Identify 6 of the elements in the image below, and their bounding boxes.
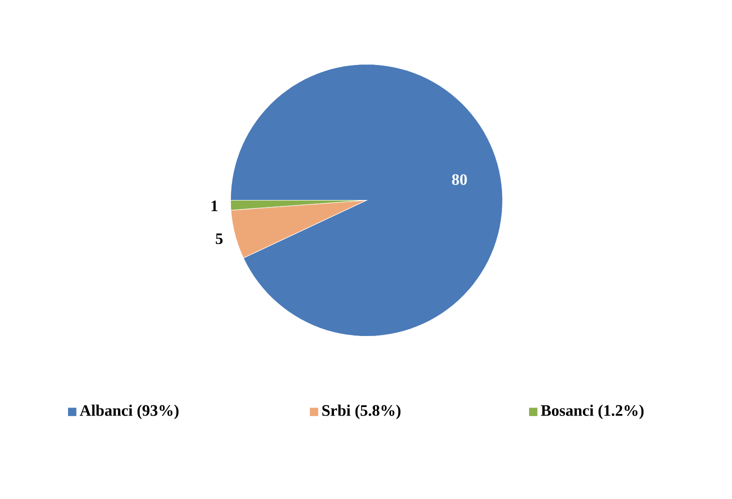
data-label: 80 <box>452 174 467 186</box>
legend-label: Srbi (5.8%) <box>322 404 400 420</box>
data-label: 5 <box>216 234 223 244</box>
legend-label: Albanci (93%) <box>80 404 179 420</box>
data-label: 1 <box>212 200 218 212</box>
legend-label: Bosanci (1.2%) <box>540 404 644 420</box>
